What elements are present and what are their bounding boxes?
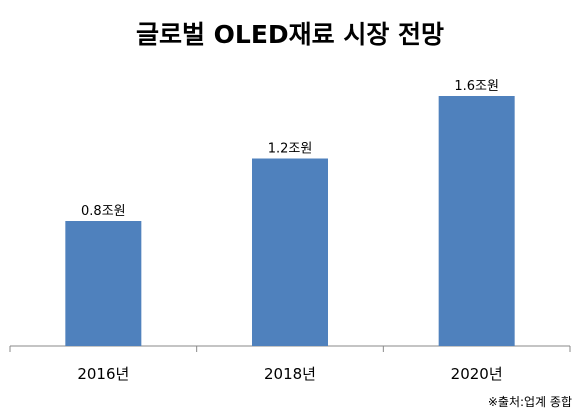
data-label: 1.6조원 (454, 79, 499, 94)
source-note: ※출처:업계 종합 (488, 395, 572, 409)
plot-area: 0.8조원 2016년 1.2조원 2018년 1.6조원 2020년 (9, 79, 571, 383)
bar-2020년 (438, 96, 515, 346)
bar-2016년 (65, 221, 142, 346)
bar-2018년 (252, 158, 328, 346)
x-tick-label: 2020년 (451, 365, 503, 383)
chart-title: 글로벌 OLED재료 시장 전망 (136, 20, 444, 49)
x-tick-label: 2018년 (264, 365, 316, 383)
data-label: 0.8조원 (81, 204, 126, 219)
data-label: 1.2조원 (268, 142, 313, 157)
x-tick-label: 2016년 (77, 365, 129, 383)
